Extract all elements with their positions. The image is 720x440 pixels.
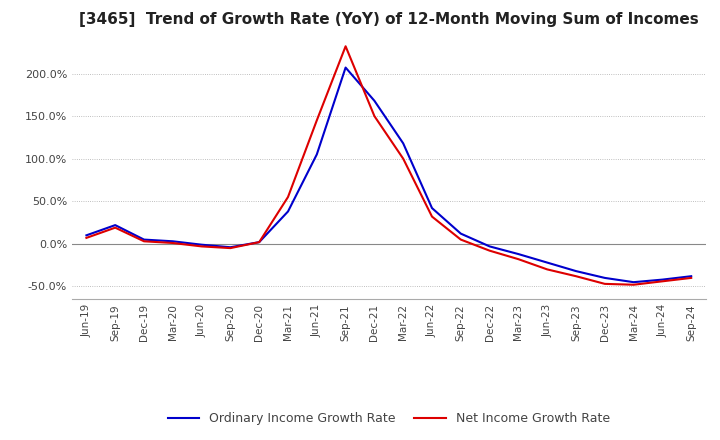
Net Income Growth Rate bbox=[514, 257, 523, 262]
Ordinary Income Growth Rate bbox=[687, 274, 696, 279]
Ordinary Income Growth Rate bbox=[658, 277, 667, 282]
Ordinary Income Growth Rate bbox=[456, 231, 465, 236]
Ordinary Income Growth Rate bbox=[370, 98, 379, 103]
Line: Ordinary Income Growth Rate: Ordinary Income Growth Rate bbox=[86, 68, 691, 282]
Net Income Growth Rate bbox=[543, 267, 552, 272]
Net Income Growth Rate bbox=[572, 274, 580, 279]
Ordinary Income Growth Rate bbox=[543, 260, 552, 265]
Net Income Growth Rate bbox=[370, 114, 379, 119]
Ordinary Income Growth Rate bbox=[284, 209, 292, 214]
Net Income Growth Rate bbox=[82, 235, 91, 241]
Net Income Growth Rate bbox=[687, 275, 696, 281]
Title: [3465]  Trend of Growth Rate (YoY) of 12-Month Moving Sum of Incomes: [3465] Trend of Growth Rate (YoY) of 12-… bbox=[79, 12, 698, 27]
Ordinary Income Growth Rate bbox=[399, 141, 408, 146]
Net Income Growth Rate bbox=[168, 240, 177, 246]
Net Income Growth Rate bbox=[456, 237, 465, 242]
Line: Net Income Growth Rate: Net Income Growth Rate bbox=[86, 46, 691, 285]
Legend: Ordinary Income Growth Rate, Net Income Growth Rate: Ordinary Income Growth Rate, Net Income … bbox=[163, 407, 615, 430]
Ordinary Income Growth Rate bbox=[600, 275, 609, 281]
Ordinary Income Growth Rate bbox=[82, 233, 91, 238]
Net Income Growth Rate bbox=[629, 282, 638, 287]
Net Income Growth Rate bbox=[255, 239, 264, 245]
Net Income Growth Rate bbox=[341, 44, 350, 49]
Net Income Growth Rate bbox=[197, 244, 206, 249]
Ordinary Income Growth Rate bbox=[428, 205, 436, 211]
Ordinary Income Growth Rate bbox=[111, 223, 120, 228]
Net Income Growth Rate bbox=[140, 238, 148, 244]
Net Income Growth Rate bbox=[399, 156, 408, 161]
Ordinary Income Growth Rate bbox=[572, 268, 580, 274]
Net Income Growth Rate bbox=[658, 279, 667, 284]
Net Income Growth Rate bbox=[111, 225, 120, 230]
Ordinary Income Growth Rate bbox=[514, 251, 523, 257]
Ordinary Income Growth Rate bbox=[341, 65, 350, 70]
Net Income Growth Rate bbox=[284, 194, 292, 200]
Net Income Growth Rate bbox=[428, 214, 436, 219]
Ordinary Income Growth Rate bbox=[140, 237, 148, 242]
Ordinary Income Growth Rate bbox=[255, 239, 264, 245]
Ordinary Income Growth Rate bbox=[168, 238, 177, 244]
Ordinary Income Growth Rate bbox=[226, 245, 235, 250]
Net Income Growth Rate bbox=[226, 246, 235, 251]
Net Income Growth Rate bbox=[485, 248, 494, 253]
Ordinary Income Growth Rate bbox=[485, 244, 494, 249]
Net Income Growth Rate bbox=[312, 118, 321, 123]
Ordinary Income Growth Rate bbox=[312, 152, 321, 157]
Ordinary Income Growth Rate bbox=[197, 242, 206, 247]
Ordinary Income Growth Rate bbox=[629, 279, 638, 285]
Net Income Growth Rate bbox=[600, 281, 609, 286]
